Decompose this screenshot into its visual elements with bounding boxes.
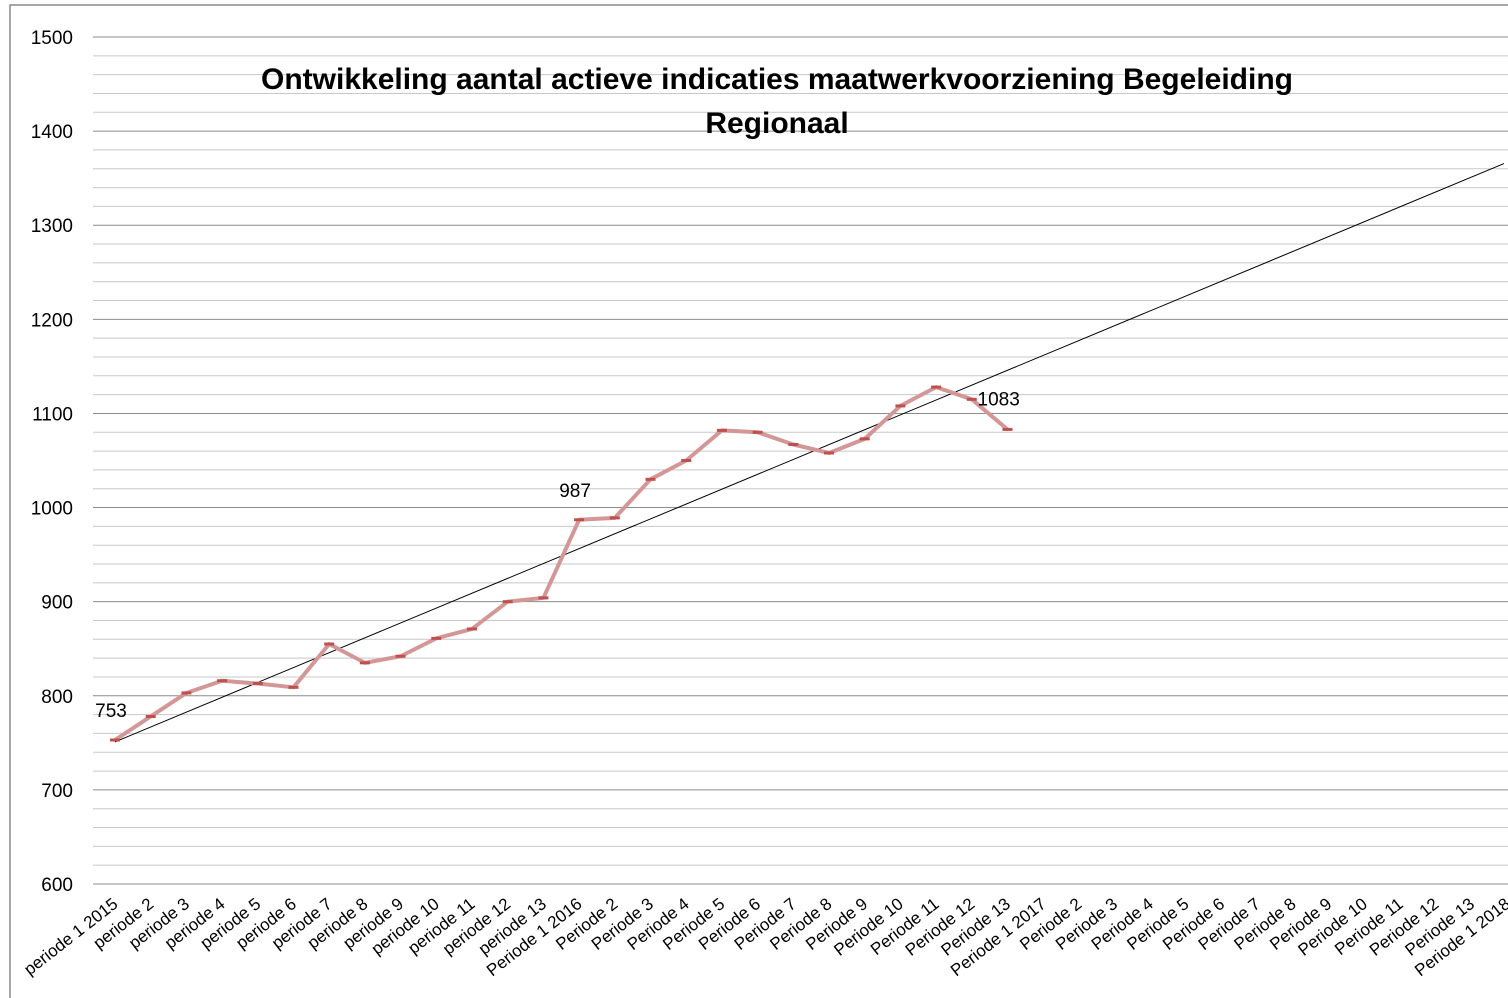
data-point: [110, 738, 120, 742]
y-tick-label: 1300: [31, 216, 73, 237]
data-point: [395, 654, 406, 658]
data-point: [502, 600, 513, 604]
y-tick-label: 600: [41, 875, 73, 896]
data-point: [538, 596, 549, 600]
y-tick-label: 1500: [31, 28, 73, 49]
data-point: [645, 477, 656, 481]
y-tick-label: 1200: [31, 310, 73, 331]
y-tick-label: 700: [41, 781, 73, 802]
data-point: [788, 443, 799, 447]
data-point: [288, 685, 299, 689]
data-point: [467, 627, 477, 631]
data-point: [859, 437, 870, 441]
data-point: [324, 642, 335, 646]
data-point: [824, 451, 834, 455]
data-point: [966, 397, 977, 401]
data-point: [145, 714, 156, 718]
data-point: [181, 691, 192, 695]
y-tick-label: 1400: [31, 122, 73, 143]
y-tick-label: 1100: [32, 404, 73, 425]
data-point: [217, 679, 228, 683]
data-point: [431, 636, 442, 640]
data-point: [895, 404, 906, 408]
chart-title: Ontwikkeling aantal actieve indicaties m…: [261, 63, 1293, 140]
data-point: [574, 518, 585, 522]
data-point: [681, 459, 692, 462]
data-point: [609, 516, 620, 520]
y-tick-label: 900: [41, 593, 73, 614]
data-point: [752, 430, 763, 434]
data-point: [252, 682, 263, 686]
data-line: [113, 385, 1009, 742]
data-point: [359, 661, 370, 665]
chart-frame: [9, 4, 1508, 998]
y-tick-label: 1000: [31, 499, 73, 520]
data-point: [931, 385, 942, 389]
data-point: [1002, 427, 1013, 431]
trendline: [114, 163, 1505, 743]
data-label: 1083: [978, 389, 1020, 410]
y-tick-label: 800: [41, 687, 73, 708]
data-label: 987: [559, 481, 591, 502]
data-label: 753: [95, 701, 127, 722]
data-point: [716, 428, 727, 432]
